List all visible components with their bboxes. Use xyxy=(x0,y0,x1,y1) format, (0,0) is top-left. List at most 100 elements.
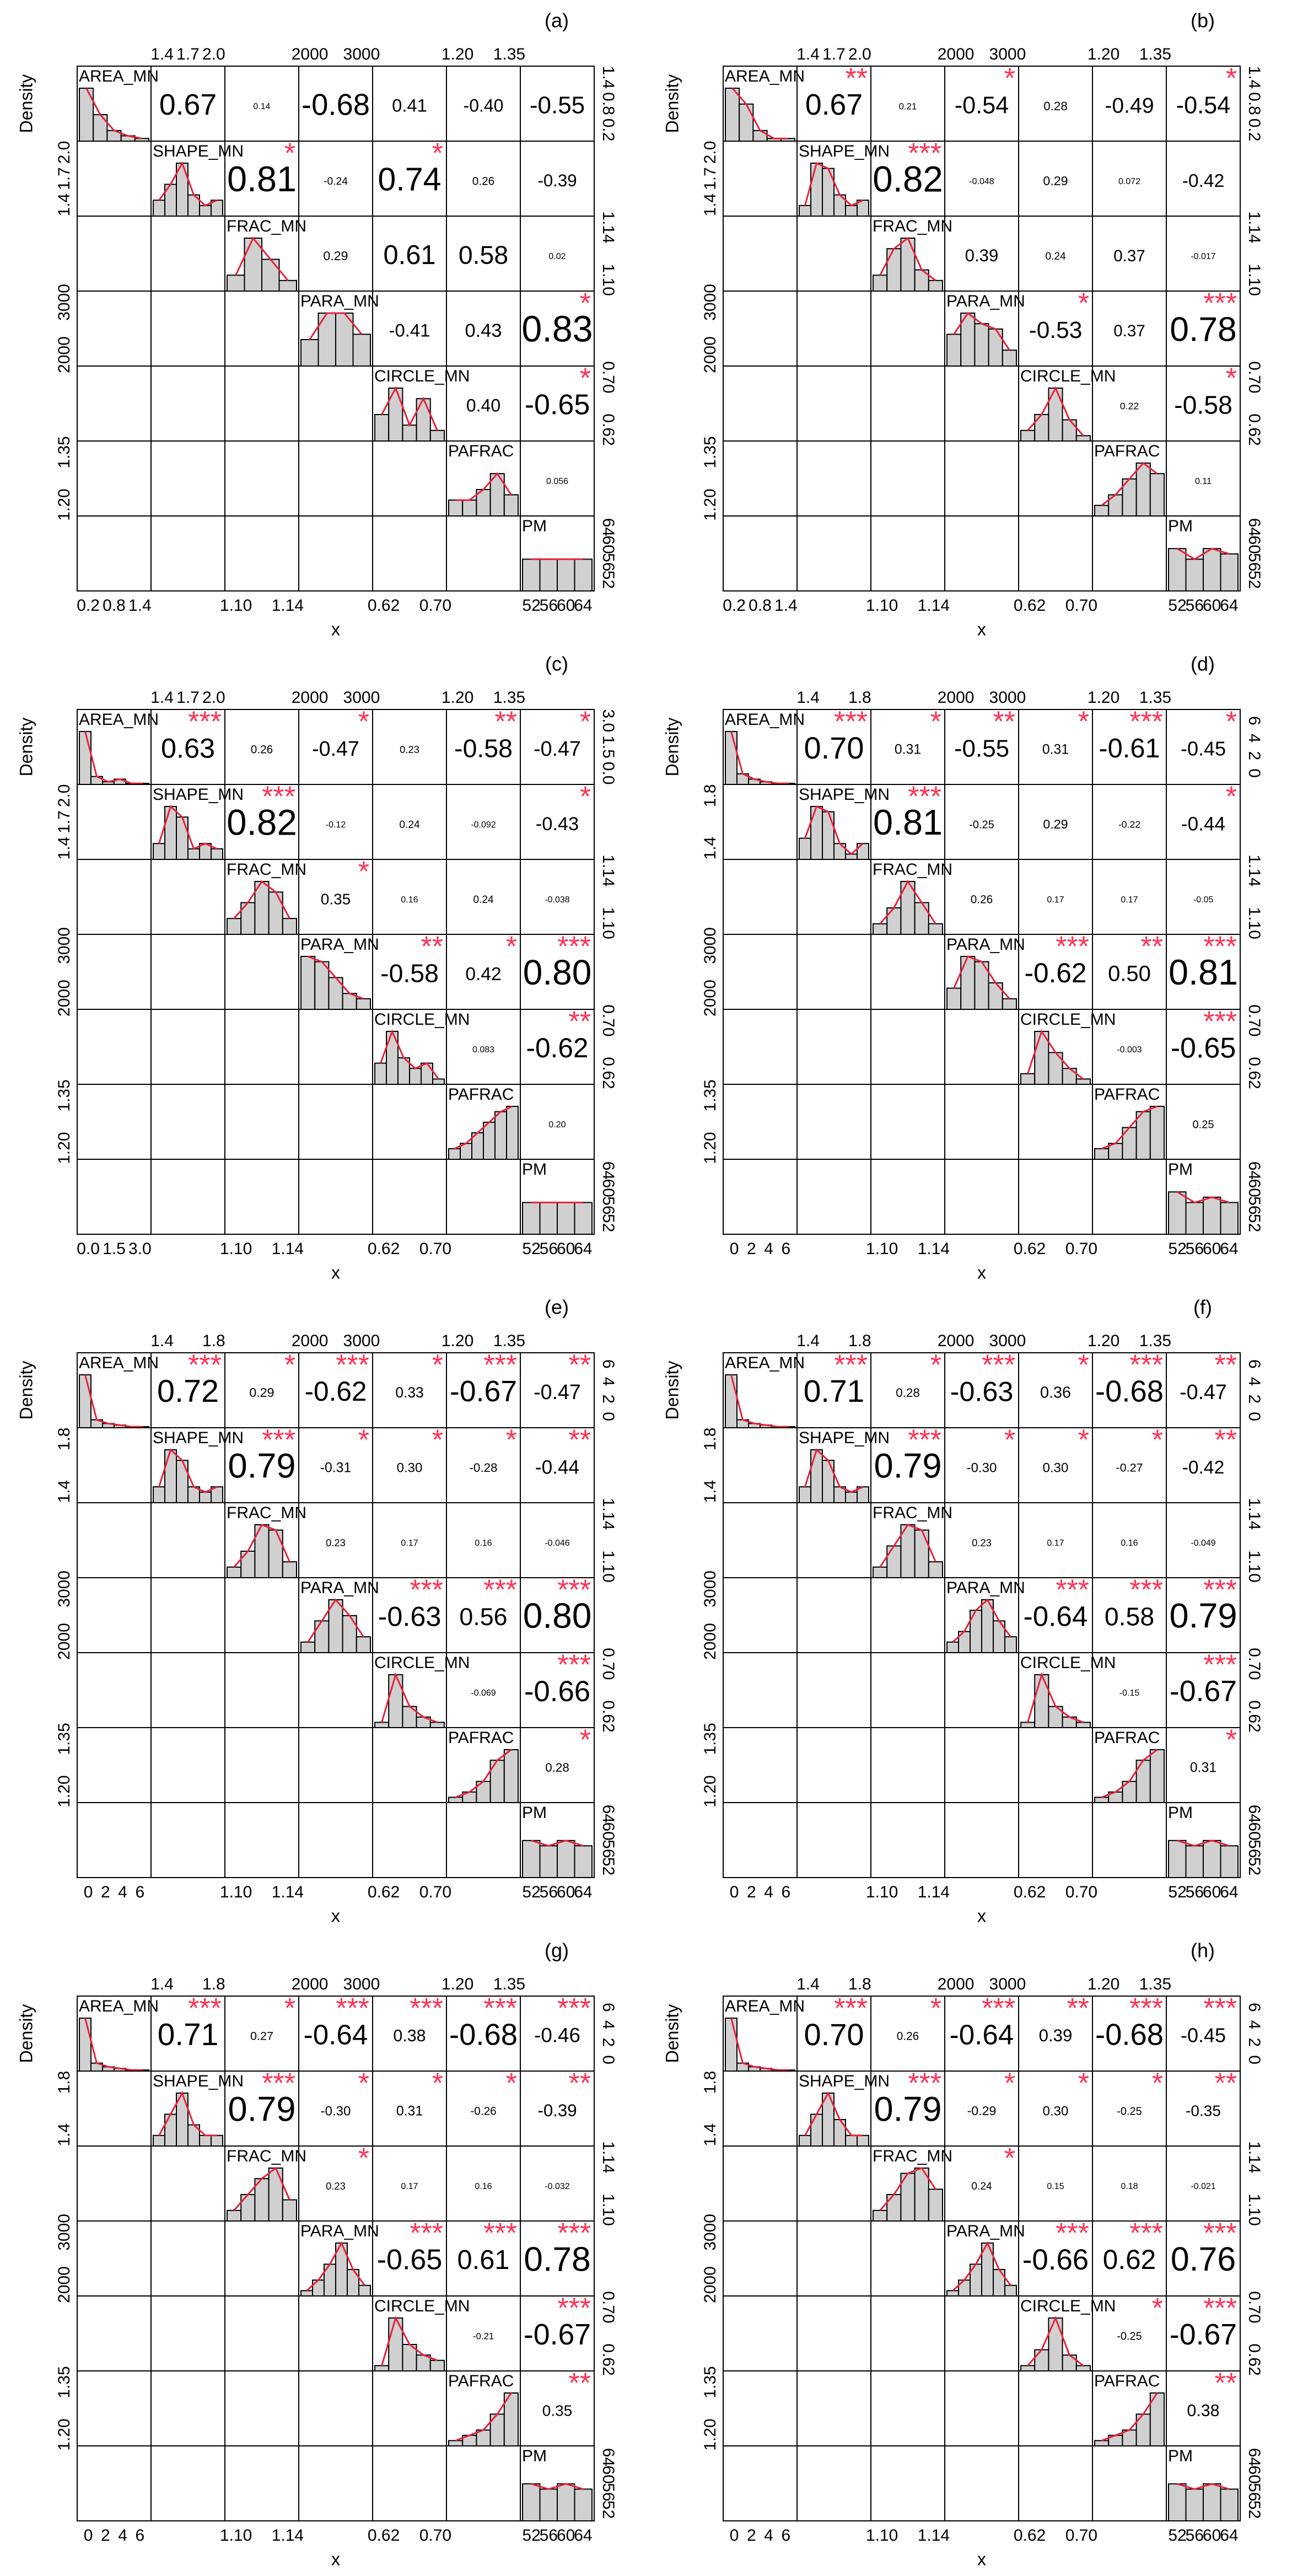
cell xyxy=(77,1577,152,1653)
histogram-bar xyxy=(799,1486,811,1503)
cell xyxy=(1018,1802,1093,1878)
x-tick-label: 52 xyxy=(1168,1883,1186,1901)
x-tick-label: 2000 xyxy=(938,689,975,707)
variable-name: PARA_MN xyxy=(300,292,379,310)
histogram-bar xyxy=(822,1460,835,1503)
correlation: 0.62 xyxy=(1103,2244,1156,2275)
x-tick-label: 1.10 xyxy=(220,1240,252,1258)
histogram-bar xyxy=(725,88,740,142)
x-tick-label: 60 xyxy=(1203,596,1221,615)
cell xyxy=(372,2445,447,2521)
density-line xyxy=(1027,2316,1084,2367)
correlation: 0.79 xyxy=(1170,1597,1237,1636)
significance: *** xyxy=(557,2218,591,2250)
histogram-bar xyxy=(494,1111,507,1160)
cell xyxy=(796,365,871,442)
x-axis-label: x xyxy=(977,2549,986,2569)
variable-name: PM xyxy=(1168,1160,1193,1179)
correlation: -0.64 xyxy=(950,2019,1014,2051)
histogram-bar xyxy=(810,1449,823,1503)
cell xyxy=(796,1802,871,1878)
x-tick-label: 1.10 xyxy=(220,2526,252,2545)
y-tick-label: 1.10 xyxy=(1245,2193,1263,2225)
cell xyxy=(723,1652,798,1728)
x-tick-label: 0.62 xyxy=(1014,2526,1046,2545)
cell xyxy=(224,2295,299,2371)
histogram-bar xyxy=(1094,1148,1110,1160)
correlation: 0.28 xyxy=(896,1386,920,1400)
x-tick-label: 2000 xyxy=(938,1332,975,1350)
variable-name: FRAC_MN xyxy=(227,861,306,879)
variable-name: SHAPE_MN xyxy=(799,1429,890,1447)
y-tick-label: 2000 xyxy=(55,1623,73,1660)
significance: *** xyxy=(1129,1574,1163,1606)
significance: * xyxy=(506,2068,517,2100)
density-line xyxy=(879,880,936,924)
correlation: 0.26 xyxy=(897,2030,919,2043)
cell xyxy=(150,2220,225,2297)
correlation: 0.82 xyxy=(873,159,943,199)
cell xyxy=(870,1009,945,1085)
correlation: 0.81 xyxy=(1169,952,1238,992)
density-line xyxy=(158,805,218,850)
density-line xyxy=(84,2018,143,2071)
y-axis-label: Density xyxy=(662,74,682,133)
variable-name: FRAC_MN xyxy=(227,217,306,235)
histogram-bar xyxy=(240,1551,256,1578)
variable-name: PAFRAC xyxy=(1094,1729,1160,1747)
x-tick-label: 2000 xyxy=(292,689,329,707)
correlation: -0.12 xyxy=(326,820,346,830)
cell xyxy=(77,1159,152,1235)
histogram-bar xyxy=(810,806,823,860)
x-tick-label: 1.35 xyxy=(1139,45,1171,63)
x-tick-label: 0.2 xyxy=(77,596,100,615)
cell xyxy=(150,1084,225,1160)
significance: * xyxy=(1004,2143,1015,2175)
significance: *** xyxy=(483,1574,517,1606)
histogram-bar xyxy=(873,275,888,292)
histogram-bar xyxy=(268,891,283,935)
histogram-bar xyxy=(176,1460,189,1503)
correlation: -0.032 xyxy=(545,2182,569,2191)
variable-name: PM xyxy=(1168,2447,1193,2465)
x-tick-label: 1.35 xyxy=(1139,1332,1171,1350)
cell xyxy=(298,1084,373,1160)
cell xyxy=(77,1802,152,1878)
cell xyxy=(723,784,798,860)
y-tick-label: 56 xyxy=(599,553,617,571)
significance: * xyxy=(1004,2068,1015,2100)
y-tick-label: 0.0 xyxy=(599,762,617,785)
significance: * xyxy=(1078,1349,1089,1381)
correlation: 0.63 xyxy=(161,732,215,763)
correlation: -0.069 xyxy=(471,1688,496,1698)
cell xyxy=(796,934,871,1010)
correlation: -0.27 xyxy=(1116,1461,1143,1475)
variable-name: AREA_MN xyxy=(79,1354,159,1372)
correlation: 0.38 xyxy=(393,2026,426,2045)
x-tick-label: 0.70 xyxy=(419,596,451,615)
y-tick-label: 1.20 xyxy=(55,1775,73,1807)
correlation: 0.26 xyxy=(971,894,993,906)
x-axis-label: x xyxy=(331,1262,340,1282)
x-tick-label: 0 xyxy=(84,1883,93,1901)
histogram-bar xyxy=(176,816,189,860)
cell xyxy=(150,1727,225,1803)
density-line xyxy=(1027,1029,1084,1080)
cell xyxy=(224,1577,299,1653)
histogram-bar xyxy=(725,731,737,785)
variable-name: AREA_MN xyxy=(725,711,805,729)
significance: *** xyxy=(1203,288,1237,320)
cell xyxy=(224,365,299,442)
cell xyxy=(224,1084,299,1160)
histogram-bar xyxy=(300,2290,313,2297)
cell xyxy=(77,1009,152,1085)
y-tick-label: 1.20 xyxy=(55,488,73,520)
x-tick-label: 56 xyxy=(1186,1240,1204,1258)
correlation: 0.16 xyxy=(1121,1539,1138,1548)
significance: *** xyxy=(1203,931,1237,963)
significance: * xyxy=(1004,1424,1015,1456)
histogram-bar xyxy=(799,2134,811,2147)
x-tick-label: 3000 xyxy=(343,689,380,707)
x-tick-label: 1.14 xyxy=(272,2526,304,2545)
x-tick-label: 3000 xyxy=(989,1332,1026,1350)
